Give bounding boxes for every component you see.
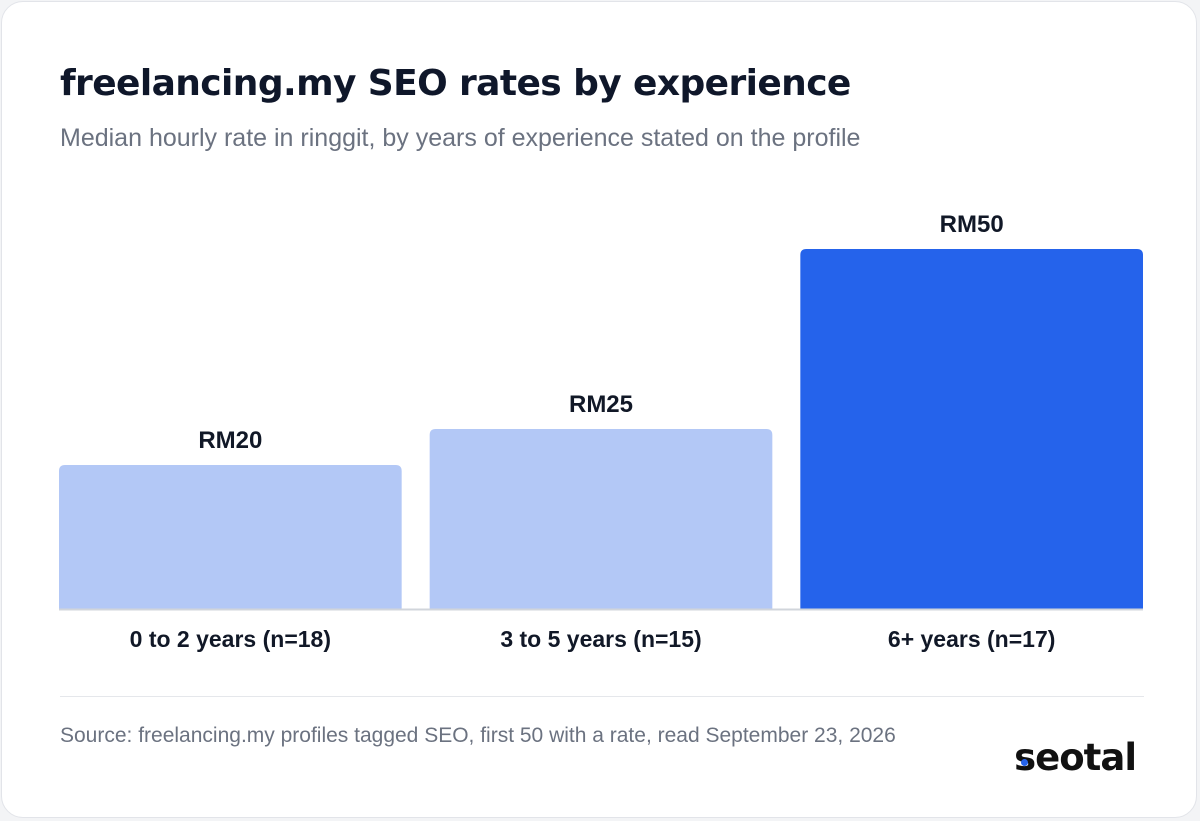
bar-chart: RM20 0 to 2 years (n=18) RM25 3 to 5 years …: [59, 211, 1143, 652]
chart-subtitle: Median hourly rate in ringgit, by years …: [60, 124, 861, 152]
bar-value-label: RM20: [198, 427, 262, 454]
bars-group: RM20 0 to 2 years (n=18) RM25 3 to 5 years …: [59, 211, 1143, 652]
bar-value-label: RM25: [569, 391, 633, 418]
category-label: 3 to 5 years (n=15): [500, 626, 701, 652]
source-note: Source: freelancing.my profiles tagged S…: [60, 724, 896, 747]
footer-divider: [60, 696, 1144, 697]
bar-2: [429, 429, 773, 609]
category-label: 6+ years (n=17): [888, 626, 1056, 652]
logo-dot-icon: [1021, 759, 1029, 766]
brand-logo-text: seotal: [1014, 736, 1137, 779]
brand-logo: seotal: [1014, 736, 1137, 780]
bar-value-label: RM50: [940, 211, 1004, 238]
bar-3: [800, 249, 1143, 609]
category-label: 0 to 2 years (n=18): [130, 626, 331, 652]
chart-title: freelancing.my SEO rates by experience: [60, 63, 851, 104]
bar-1: [59, 465, 402, 609]
